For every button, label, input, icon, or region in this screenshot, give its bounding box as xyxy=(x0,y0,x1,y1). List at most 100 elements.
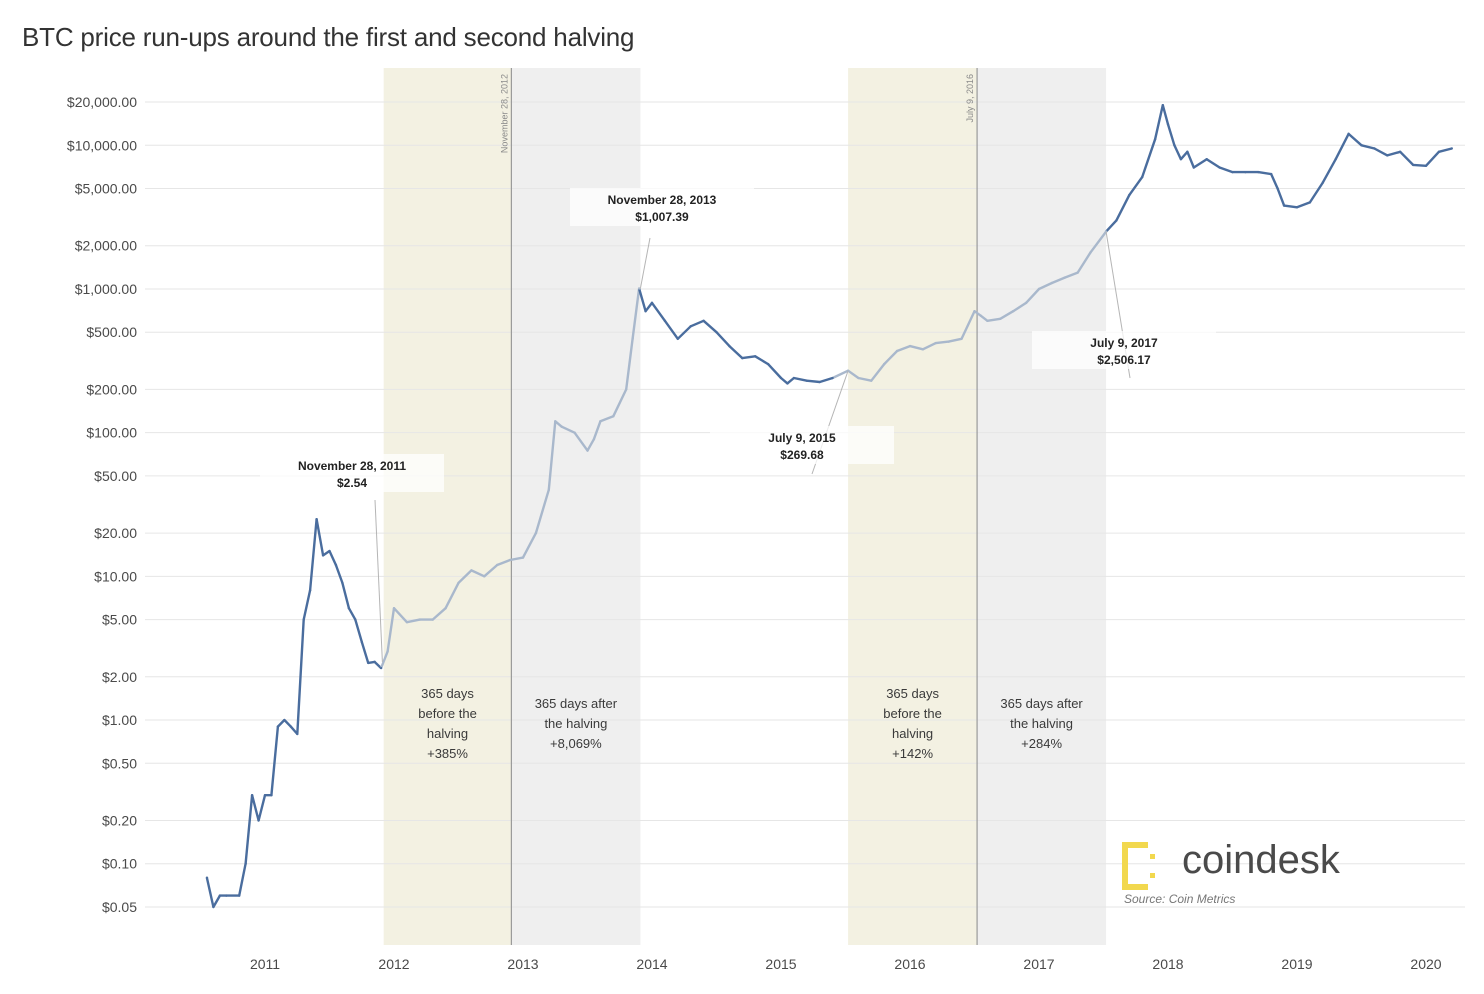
price-point xyxy=(257,819,260,822)
price-point xyxy=(560,425,563,428)
price-point xyxy=(212,905,215,909)
price-point xyxy=(1257,170,1260,174)
price-point xyxy=(1012,310,1015,313)
price-point xyxy=(973,310,976,313)
price-point xyxy=(225,894,228,897)
price-point xyxy=(908,344,912,348)
price-point xyxy=(728,344,731,348)
price-point xyxy=(296,732,299,736)
price-point xyxy=(1161,104,1165,107)
price-point xyxy=(766,362,770,366)
price-point xyxy=(586,449,589,452)
price-point xyxy=(1450,147,1454,150)
price-point xyxy=(779,376,783,380)
price-point xyxy=(895,349,899,353)
price-point xyxy=(612,415,615,418)
price-point xyxy=(676,337,679,340)
x-tick-label: 2020 xyxy=(1410,956,1441,972)
y-tick-label: $5,000.00 xyxy=(75,181,137,197)
annotation-price: $269.68 xyxy=(780,448,824,462)
price-point xyxy=(792,376,796,380)
annotation-date: July 9, 2015 xyxy=(768,431,836,445)
price-point xyxy=(986,319,989,323)
price-point xyxy=(1386,154,1389,157)
price-point xyxy=(263,793,267,797)
annotation-price: $2.54 xyxy=(337,476,367,490)
price-point xyxy=(547,488,550,492)
price-point xyxy=(308,589,312,592)
price-point xyxy=(650,301,654,305)
price-point xyxy=(334,563,338,567)
price-point xyxy=(315,517,318,521)
price-point xyxy=(360,640,363,644)
price-point xyxy=(328,549,331,553)
y-tick-label: $10.00 xyxy=(94,568,137,584)
region-label-line: 365 days after xyxy=(1000,696,1083,711)
price-point xyxy=(1270,172,1273,176)
x-tick-label: 2018 xyxy=(1152,956,1183,972)
x-axis-ticks: 2011 2012 2013 2014 2015 2016 2017 2018 2019 2020 xyxy=(250,956,1442,972)
price-point xyxy=(457,581,460,585)
price-point xyxy=(1276,187,1279,190)
price-point xyxy=(754,355,757,358)
price-point xyxy=(1192,166,1196,169)
price-point xyxy=(1218,166,1221,169)
price-point xyxy=(921,348,925,351)
coindesk-logo-text: coindesk xyxy=(1182,838,1340,882)
annotations: November 28, 2011 $2.54 November 28, 2013 $… xyxy=(260,188,1216,662)
price-point xyxy=(947,340,950,343)
price-point xyxy=(1244,170,1247,174)
price-point xyxy=(534,531,538,535)
annotation-date: November 28, 2013 xyxy=(608,193,717,207)
price-point xyxy=(367,661,370,665)
price-point xyxy=(373,660,376,664)
y-tick-label: $0.20 xyxy=(102,812,137,828)
source-credit: Source: Coin Metrics xyxy=(1124,892,1236,906)
price-point xyxy=(1050,281,1054,285)
y-tick-label: $2.00 xyxy=(102,669,137,685)
price-point xyxy=(354,618,357,621)
y-tick-label: $200.00 xyxy=(86,381,137,397)
y-tick-label: $1.00 xyxy=(102,712,137,728)
price-point xyxy=(1411,163,1415,167)
price-point xyxy=(599,420,602,423)
price-point xyxy=(1231,170,1234,174)
price-point xyxy=(1399,150,1402,154)
x-tick-label: 2016 xyxy=(894,956,925,972)
region-label-line: 365 days xyxy=(421,686,474,701)
price-point xyxy=(663,319,667,323)
price-point xyxy=(1437,150,1441,154)
annotation-date: July 9, 2017 xyxy=(1090,336,1158,350)
chart-title: BTC price run-ups around the first and s… xyxy=(22,22,635,52)
price-point xyxy=(1024,301,1028,305)
price-point xyxy=(857,376,860,380)
y-tick-label: $500.00 xyxy=(86,324,137,340)
price-point xyxy=(392,607,396,610)
price-point xyxy=(321,554,325,557)
y-tick-label: $1,000.00 xyxy=(75,281,137,297)
region-label-line: +284% xyxy=(1021,736,1062,751)
x-tick-label: 2013 xyxy=(507,956,538,972)
price-point xyxy=(496,563,499,567)
price-point xyxy=(1205,157,1208,161)
region-label-line: the halving xyxy=(544,716,607,731)
coindesk-logo-icon xyxy=(1122,842,1155,890)
price-line-segment-4 xyxy=(1105,104,1453,233)
price-point xyxy=(715,331,718,334)
price-point xyxy=(276,725,280,728)
price-point xyxy=(1295,206,1299,209)
region-label-line: the halving xyxy=(1010,716,1073,731)
annotation-leader-line xyxy=(639,237,651,289)
y-tick-label: $0.50 xyxy=(102,755,137,771)
x-tick-label: 2011 xyxy=(250,956,280,972)
price-point xyxy=(1347,132,1350,136)
price-line-segment-2 xyxy=(637,288,833,385)
price-point xyxy=(270,793,273,797)
price-point xyxy=(386,650,389,653)
region-label-line: halving xyxy=(427,726,468,741)
y-tick-label: $0.05 xyxy=(102,899,137,915)
annotation-price: $2,506.17 xyxy=(1097,353,1151,367)
shaded-region-2 xyxy=(848,68,978,945)
price-point xyxy=(637,287,641,290)
region-label-line: +142% xyxy=(892,746,933,761)
